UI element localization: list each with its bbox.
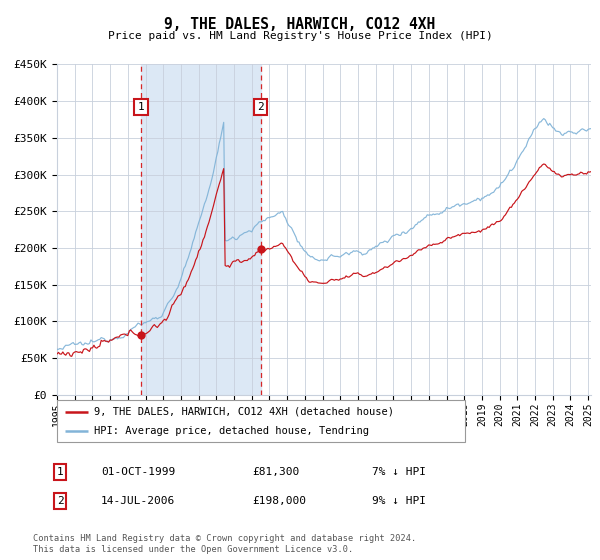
Text: £198,000: £198,000 [252, 496, 306, 506]
Text: 9, THE DALES, HARWICH, CO12 4XH: 9, THE DALES, HARWICH, CO12 4XH [164, 17, 436, 32]
Text: 2: 2 [56, 496, 64, 506]
Text: 9% ↓ HPI: 9% ↓ HPI [372, 496, 426, 506]
Bar [141, 64, 260, 395]
FancyBboxPatch shape [57, 400, 465, 442]
Text: Price paid vs. HM Land Registry's House Price Index (HPI): Price paid vs. HM Land Registry's House … [107, 31, 493, 41]
Text: 1: 1 [137, 102, 145, 112]
Text: 7% ↓ HPI: 7% ↓ HPI [372, 467, 426, 477]
Text: 2: 2 [257, 102, 264, 112]
Text: 9, THE DALES, HARWICH, CO12 4XH (detached house): 9, THE DALES, HARWICH, CO12 4XH (detache… [94, 407, 394, 417]
Text: HPI: Average price, detached house, Tendring: HPI: Average price, detached house, Tend… [94, 426, 369, 436]
Text: 01-OCT-1999: 01-OCT-1999 [101, 467, 175, 477]
Text: 1: 1 [56, 467, 64, 477]
Text: £81,300: £81,300 [252, 467, 299, 477]
Text: This data is licensed under the Open Government Licence v3.0.: This data is licensed under the Open Gov… [33, 545, 353, 554]
Text: 14-JUL-2006: 14-JUL-2006 [101, 496, 175, 506]
Text: Contains HM Land Registry data © Crown copyright and database right 2024.: Contains HM Land Registry data © Crown c… [33, 534, 416, 543]
